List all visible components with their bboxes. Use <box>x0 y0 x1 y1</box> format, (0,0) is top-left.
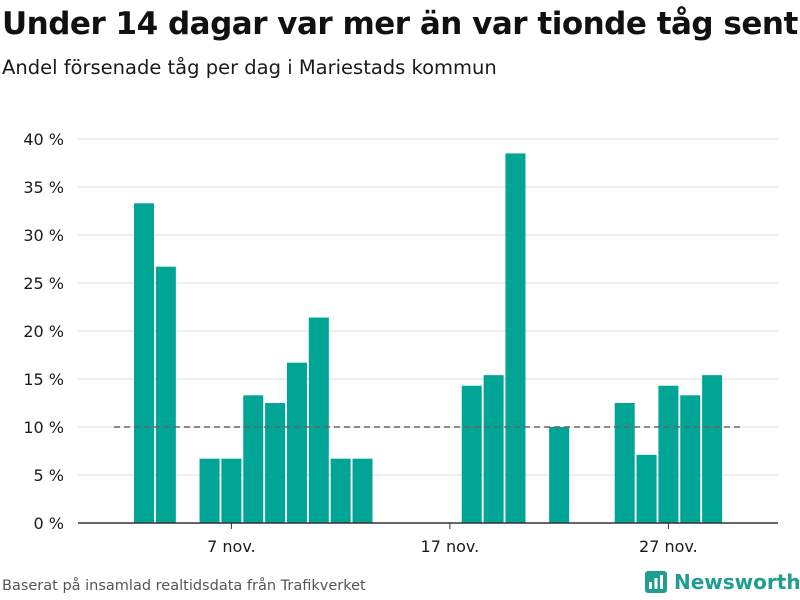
y-tick-label: 0 % <box>34 514 64 533</box>
bar <box>155 266 176 523</box>
bar <box>221 458 242 523</box>
chart-title: Under 14 dagar var mer än var tionde tåg… <box>2 6 798 42</box>
bar <box>265 403 286 523</box>
newsworthy-logo-text: Newsworthy <box>674 570 800 594</box>
x-tick-label: 7 nov. <box>207 537 256 556</box>
bar <box>549 427 570 523</box>
y-tick-label: 25 % <box>23 274 64 293</box>
y-tick-label: 40 % <box>23 130 64 149</box>
bar <box>680 395 701 523</box>
source-note: Baserat på insamlad realtidsdata från Tr… <box>2 578 366 594</box>
y-tick-label: 5 % <box>34 466 64 485</box>
x-tick-label: 27 nov. <box>639 537 698 556</box>
y-tick-label: 15 % <box>23 370 64 389</box>
bar <box>330 458 351 523</box>
bar <box>483 375 504 523</box>
bar <box>461 385 482 523</box>
x-tick-label: 17 nov. <box>421 537 480 556</box>
bar <box>636 454 657 523</box>
bar <box>199 458 220 523</box>
y-tick-label: 20 % <box>23 322 64 341</box>
bar <box>702 375 723 523</box>
bar <box>286 362 307 523</box>
y-tick-label: 10 % <box>23 418 64 437</box>
newsworthy-logo-icon <box>645 571 667 593</box>
bar <box>614 403 635 523</box>
bar <box>505 153 526 523</box>
bar <box>658 385 679 523</box>
chart-subtitle: Andel försenade tåg per dag i Mariestads… <box>2 56 497 79</box>
y-tick-label: 30 % <box>23 226 64 245</box>
bar <box>134 203 154 523</box>
bar <box>243 395 264 523</box>
y-tick-label: 35 % <box>23 178 64 197</box>
newsworthy-logo[interactable]: Newsworthy <box>644 570 800 594</box>
bar <box>308 317 329 523</box>
bar <box>352 458 373 523</box>
